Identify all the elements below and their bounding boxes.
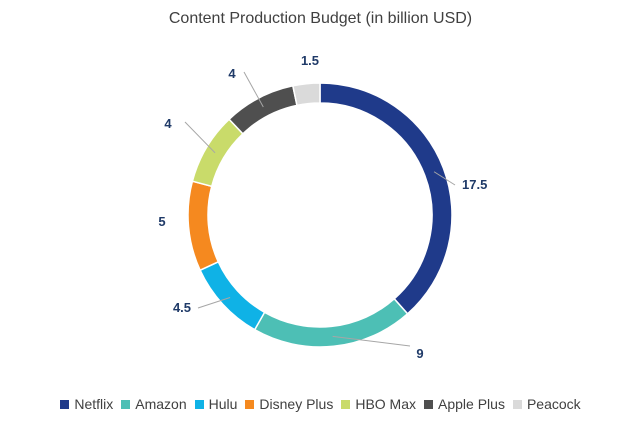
donut-slice-hbo-max <box>191 118 244 188</box>
donut-slice-netflix <box>319 82 453 315</box>
legend-swatch <box>245 399 255 409</box>
legend-item-hbo-max: HBO Max <box>341 396 416 412</box>
data-label-disney-plus: 5 <box>158 214 165 229</box>
leader-line-apple-plus <box>243 71 264 108</box>
donut-slice-hulu <box>199 260 266 331</box>
legend-swatch <box>512 399 522 409</box>
data-label-apple-plus: 4 <box>228 66 236 81</box>
legend-label: Netflix <box>74 396 114 412</box>
leader-line-hbo-max <box>184 121 216 154</box>
donut-slice-apple-plus <box>228 84 298 135</box>
leader-line-hulu <box>197 296 231 309</box>
chart-title: Content Production Budget (in billion US… <box>168 10 473 27</box>
data-label-peacock: 1.5 <box>301 53 319 68</box>
donut-slice-peacock <box>291 82 321 107</box>
legend-swatch <box>424 399 434 409</box>
data-label-hulu: 4.5 <box>173 300 191 315</box>
legend-item-amazon: Amazon <box>121 396 187 412</box>
data-label-amazon: 9 <box>416 346 423 361</box>
legend-item-peacock: Peacock <box>512 396 581 412</box>
leader-line-amazon <box>332 335 411 347</box>
legend-label: Hulu <box>208 396 238 412</box>
data-label-hbo-max: 4 <box>164 116 172 131</box>
donut-slice-disney-plus <box>187 180 220 272</box>
donut-slice-amazon <box>253 297 409 348</box>
legend-item-netflix: Netflix <box>60 396 113 412</box>
legend-item-apple-plus: Apple Plus <box>424 396 505 412</box>
chart-legend: Netflix Amazon Hulu Disney Plus HBO Max Apple… <box>0 396 641 412</box>
legend-label: Apple Plus <box>438 396 505 412</box>
legend-swatch <box>60 399 70 409</box>
legend-label: Peacock <box>526 396 581 412</box>
legend-item-hulu: Hulu <box>194 396 238 412</box>
leader-line-netflix <box>433 171 456 186</box>
legend-item-disney-plus: Disney Plus <box>245 396 333 412</box>
data-label-netflix: 17.5 <box>462 177 487 192</box>
legend-swatch <box>121 399 131 409</box>
legend-swatch <box>194 399 204 409</box>
legend-label: Disney Plus <box>259 396 334 412</box>
legend-label: HBO Max <box>355 396 417 412</box>
legend-label: Amazon <box>135 396 187 412</box>
legend-swatch <box>341 399 351 409</box>
